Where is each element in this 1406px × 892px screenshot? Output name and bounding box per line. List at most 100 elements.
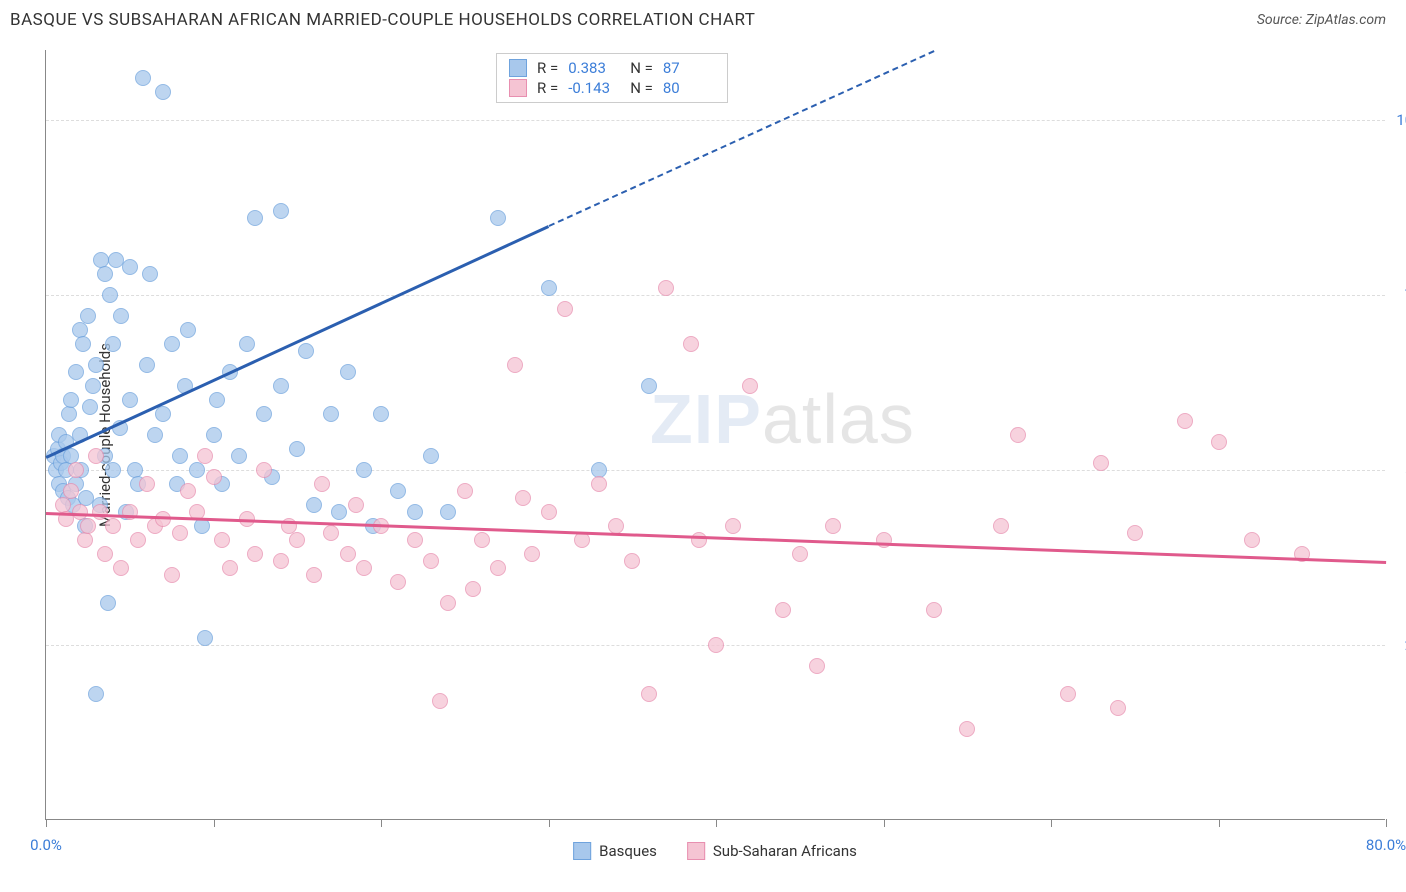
y-tick-label: 50.0% <box>1390 461 1406 479</box>
data-point <box>164 336 180 352</box>
x-tick-label: 0.0% <box>30 836 62 854</box>
data-point <box>1093 455 1109 471</box>
data-point <box>490 210 506 226</box>
data-point <box>75 336 91 352</box>
gridline <box>46 295 1385 296</box>
data-point <box>356 462 372 478</box>
y-tick-label: 25.0% <box>1390 636 1406 654</box>
data-point <box>85 378 101 394</box>
data-point <box>122 259 138 275</box>
data-point <box>239 336 255 352</box>
x-tick <box>1386 819 1387 827</box>
y-tick-label: 100.0% <box>1390 111 1406 129</box>
data-point <box>742 378 758 394</box>
data-point <box>465 581 481 597</box>
data-point <box>440 504 456 520</box>
stats-box: R =0.383N =87R =-0.143N =80 <box>496 53 728 103</box>
data-point <box>273 203 289 219</box>
data-point <box>172 448 188 464</box>
data-point <box>624 553 640 569</box>
data-point <box>641 686 657 702</box>
data-point <box>541 280 557 296</box>
legend-item-basques: Basques <box>573 842 657 860</box>
data-point <box>289 441 305 457</box>
data-point <box>105 336 121 352</box>
data-point <box>423 448 439 464</box>
data-point <box>247 210 263 226</box>
data-point <box>490 560 506 576</box>
data-point <box>474 532 490 548</box>
data-point <box>340 364 356 380</box>
data-point <box>423 553 439 569</box>
data-point <box>122 392 138 408</box>
data-point <box>557 301 573 317</box>
data-point <box>876 532 892 548</box>
data-point <box>164 567 180 583</box>
data-point <box>390 483 406 499</box>
data-point <box>432 693 448 709</box>
data-point <box>61 406 77 422</box>
data-point <box>1177 413 1193 429</box>
data-point <box>323 525 339 541</box>
data-point <box>256 406 272 422</box>
source-attribution: Source: ZipAtlas.com <box>1257 12 1386 28</box>
chart-header: BASQUE VS SUBSAHARAN AFRICAN MARRIED-COU… <box>0 0 1406 40</box>
data-point <box>273 553 289 569</box>
data-point <box>683 336 699 352</box>
x-tick <box>884 819 885 827</box>
data-point <box>641 378 657 394</box>
data-point <box>142 266 158 282</box>
data-point <box>155 84 171 100</box>
x-tick <box>1219 819 1220 827</box>
data-point <box>1010 427 1026 443</box>
data-point <box>63 483 79 499</box>
data-point <box>314 476 330 492</box>
data-point <box>180 483 196 499</box>
data-point <box>373 406 389 422</box>
correlation-chart: Married-couple Households ZIPatlas 25.0%… <box>45 50 1385 820</box>
data-point <box>926 602 942 618</box>
stats-swatch-icon <box>509 79 527 97</box>
data-point <box>331 504 347 520</box>
x-tick <box>1051 819 1052 827</box>
data-point <box>825 518 841 534</box>
data-point <box>1110 700 1126 716</box>
data-point <box>206 469 222 485</box>
x-tick <box>214 819 215 827</box>
data-point <box>1244 532 1260 548</box>
data-point <box>130 532 146 548</box>
data-point <box>97 546 113 562</box>
data-point <box>515 490 531 506</box>
stats-swatch-icon <box>509 59 527 77</box>
x-tick-label: 80.0% <box>1366 836 1406 854</box>
data-point <box>88 357 104 373</box>
data-point <box>725 518 741 534</box>
data-point <box>390 574 406 590</box>
legend-item-subsaharan: Sub-Saharan Africans <box>687 842 857 860</box>
data-point <box>959 721 975 737</box>
data-point <box>273 378 289 394</box>
data-point <box>97 266 113 282</box>
data-point <box>155 406 171 422</box>
data-point <box>92 504 108 520</box>
data-point <box>80 308 96 324</box>
data-point <box>298 343 314 359</box>
gridline <box>46 120 1385 121</box>
data-point <box>507 357 523 373</box>
data-point <box>113 308 129 324</box>
data-point <box>541 504 557 520</box>
data-point <box>691 532 707 548</box>
data-point <box>222 560 238 576</box>
data-point <box>256 462 272 478</box>
data-point <box>708 637 724 653</box>
stats-row: R =-0.143N =80 <box>509 78 715 98</box>
data-point <box>247 546 263 562</box>
data-point <box>209 392 225 408</box>
data-point <box>139 476 155 492</box>
data-point <box>88 448 104 464</box>
data-point <box>306 567 322 583</box>
data-point <box>80 518 96 534</box>
legend-swatch-icon <box>687 842 705 860</box>
data-point <box>189 462 205 478</box>
data-point <box>102 287 118 303</box>
